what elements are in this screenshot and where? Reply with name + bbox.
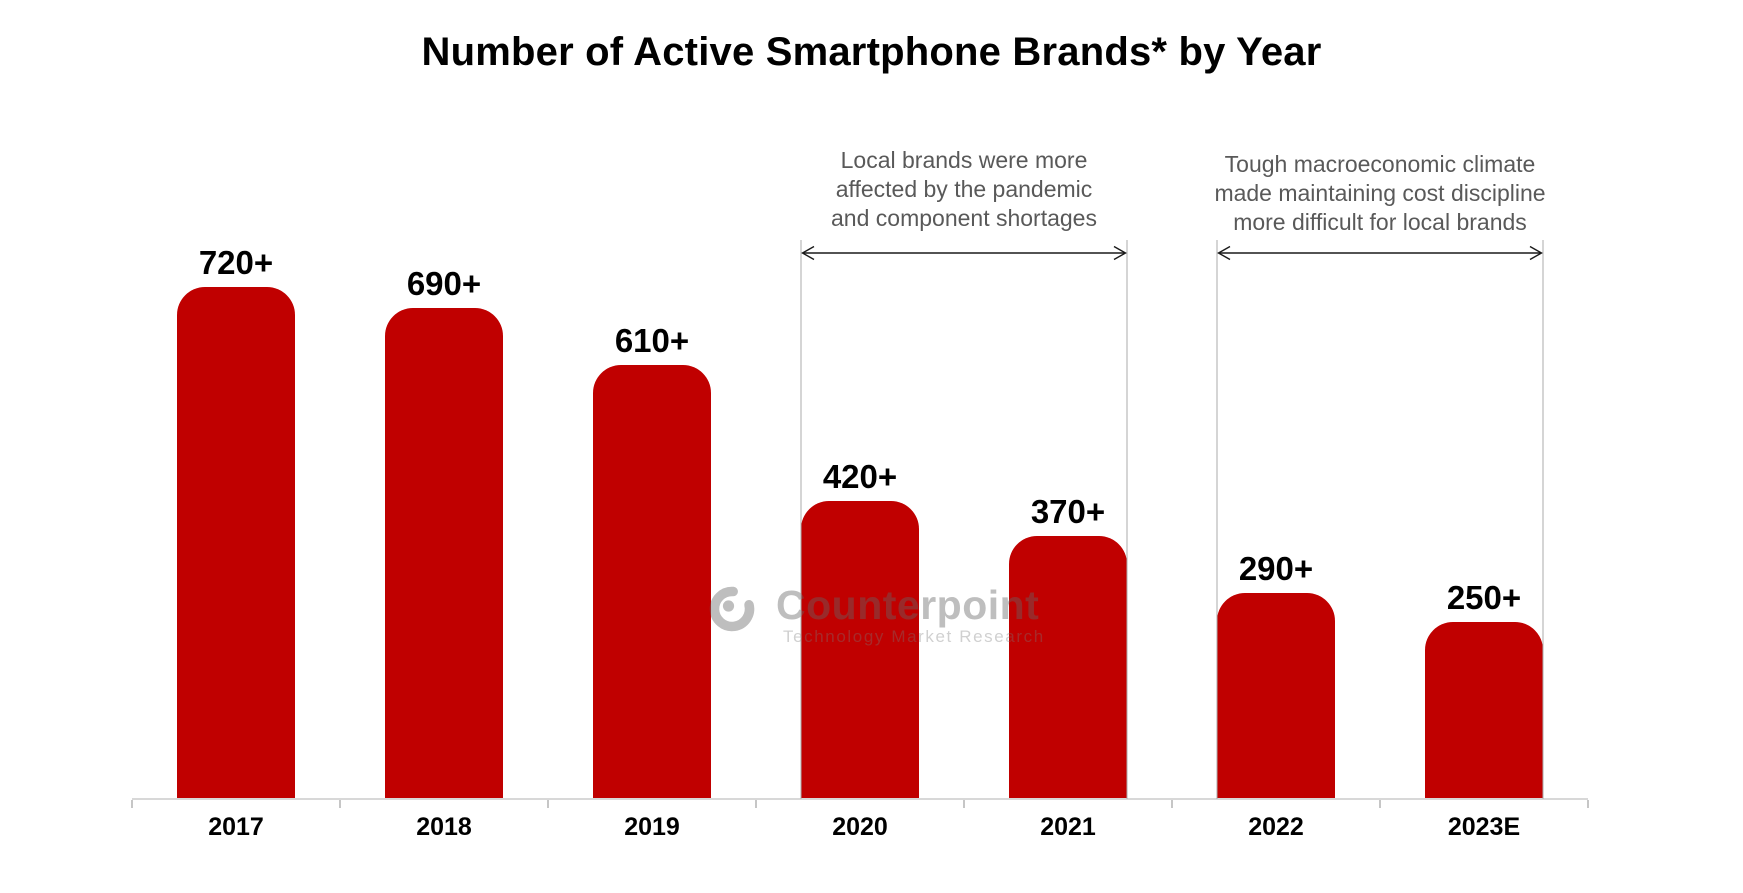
counterpoint-logo-icon bbox=[709, 586, 755, 632]
annotation-line: Local brands were more bbox=[840, 147, 1088, 173]
bar bbox=[593, 365, 711, 800]
arrowhead-left-icon bbox=[801, 245, 815, 261]
watermark: Counterpoint Technology Market Research bbox=[706, 581, 1066, 651]
x-axis-label: 2023E bbox=[1447, 813, 1521, 841]
annotation-line: affected by the pandemic bbox=[835, 176, 1093, 202]
bar bbox=[385, 308, 503, 800]
bar bbox=[1217, 593, 1335, 800]
x-axis-label: 2020 bbox=[832, 813, 888, 841]
watermark-tagline: Technology Market Research bbox=[783, 627, 1045, 646]
bar-value-label: 690+ bbox=[406, 265, 482, 302]
x-axis-label: 2019 bbox=[624, 813, 680, 841]
watermark-brand: Counterpoint bbox=[776, 582, 1040, 628]
x-axis-label: 2022 bbox=[1248, 813, 1304, 841]
arrowhead-right-icon bbox=[1113, 245, 1127, 261]
bar-value-label: 420+ bbox=[822, 458, 898, 495]
annotation-line: more difficult for local brands bbox=[1233, 209, 1527, 235]
annotation-line: and component shortages bbox=[831, 205, 1097, 231]
x-axis-line bbox=[132, 798, 1588, 800]
axis-tick bbox=[131, 800, 133, 808]
annotation-line: Tough macroeconomic climate bbox=[1224, 151, 1536, 177]
bar-value-label: 370+ bbox=[1030, 493, 1106, 530]
bar-value-label: 290+ bbox=[1238, 550, 1314, 587]
page-title: Number of Active Smartphone Brands* by Y… bbox=[421, 30, 1322, 74]
bar bbox=[177, 287, 295, 800]
bar-value-label: 720+ bbox=[198, 244, 274, 281]
axis-tick bbox=[1379, 800, 1381, 808]
arrowhead-left-icon bbox=[1217, 245, 1231, 261]
axis-tick bbox=[339, 800, 341, 808]
annotation-macroeconomic: Tough macroeconomic climate made maintai… bbox=[1170, 150, 1590, 237]
annotation-pandemic: Local brands were more affected by the p… bbox=[754, 146, 1174, 233]
arrowhead-right-icon bbox=[1529, 245, 1543, 261]
axis-tick bbox=[1587, 800, 1589, 808]
bar bbox=[1009, 536, 1127, 800]
x-axis-label: 2017 bbox=[208, 813, 264, 841]
bar bbox=[1425, 622, 1543, 800]
annotation-line: made maintaining cost discipline bbox=[1214, 180, 1546, 206]
bar-value-label: 250+ bbox=[1446, 579, 1522, 616]
axis-tick bbox=[1171, 800, 1173, 808]
x-axis-label: 2018 bbox=[416, 813, 472, 841]
bar-value-label: 610+ bbox=[614, 322, 690, 359]
axis-tick bbox=[963, 800, 965, 808]
axis-tick bbox=[755, 800, 757, 808]
x-axis-label: 2021 bbox=[1040, 813, 1096, 841]
bar bbox=[801, 501, 919, 800]
axis-tick bbox=[547, 800, 549, 808]
